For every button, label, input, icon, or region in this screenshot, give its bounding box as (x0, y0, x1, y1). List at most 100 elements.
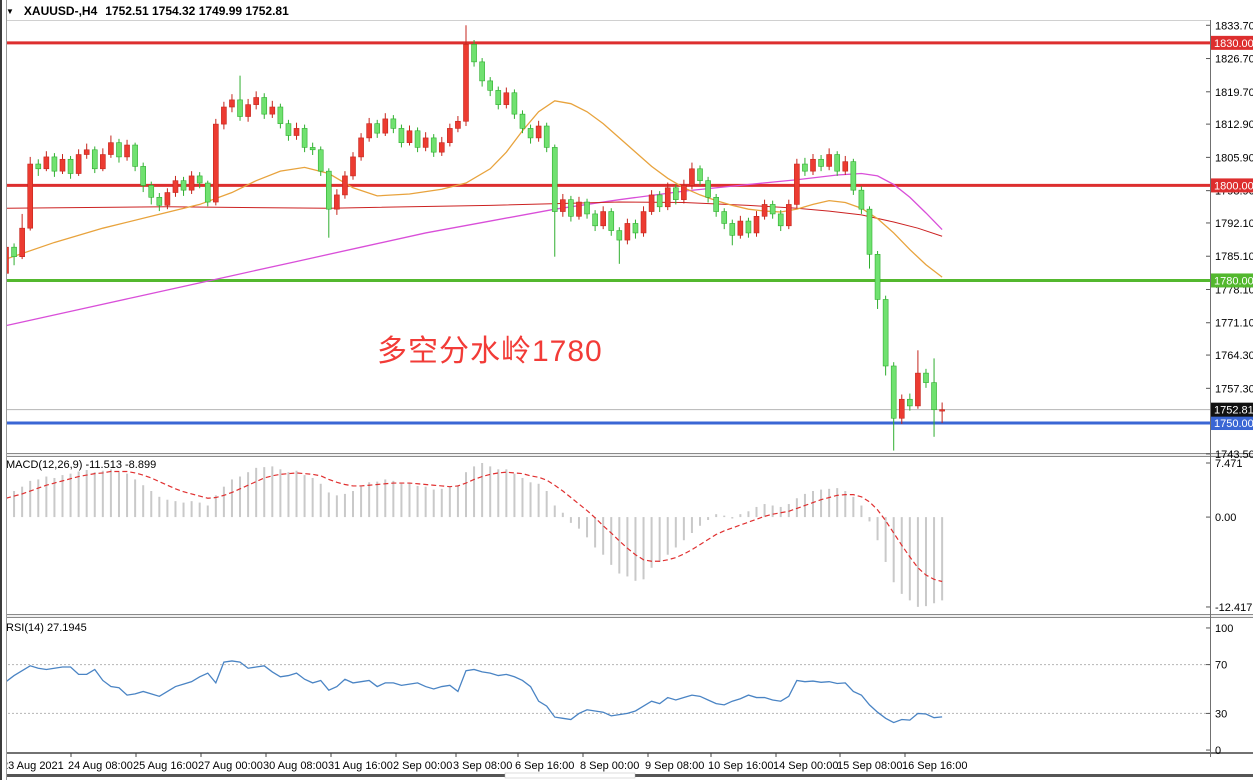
candle (664, 187, 671, 208)
candle (237, 99, 243, 117)
candle (882, 299, 889, 367)
svg-text:1826.70: 1826.70 (1215, 54, 1253, 66)
candle (414, 130, 421, 148)
macd-axis[interactable]: 7.471 0.00 -12.417 (1206, 458, 1252, 614)
candle (810, 158, 816, 172)
candle (253, 97, 259, 105)
candle (600, 211, 606, 227)
ma-slow-magenta-line (5, 172, 943, 327)
candle (866, 208, 873, 255)
candle (487, 80, 494, 91)
horizontal-scrollbar[interactable] (0, 772, 1253, 779)
candle (874, 254, 881, 300)
candle (269, 106, 276, 115)
candle (196, 175, 203, 184)
candle (898, 398, 905, 419)
symbol-dropdown-icon[interactable]: ▼ (6, 6, 14, 16)
candle (140, 166, 146, 186)
svg-text:14 Sep 00:00: 14 Sep 00:00 (773, 760, 838, 772)
candle (382, 118, 389, 134)
candle (75, 154, 82, 174)
chart-text-annotation: 多空分水岭1780 (377, 335, 603, 368)
candle (608, 211, 615, 231)
candle (156, 196, 163, 206)
svg-text:1750.00: 1750.00 (1214, 418, 1253, 430)
svg-text:9 Sep 08:00: 9 Sep 08:00 (645, 760, 704, 772)
candle (148, 185, 155, 198)
candle (164, 192, 171, 206)
rsi-panel (0, 660, 1210, 724)
candle (43, 156, 50, 170)
svg-text:6 Sep 16:00: 6 Sep 16:00 (515, 760, 574, 772)
candle (301, 128, 308, 148)
ohlc-readout: 1752.51 1754.32 1749.99 1752.81 (105, 4, 289, 18)
candle (366, 123, 372, 139)
price-level-badge (1211, 178, 1253, 193)
candle (83, 149, 90, 155)
svg-text:1757.30: 1757.30 (1215, 383, 1253, 395)
candle (503, 92, 510, 105)
candle (640, 211, 647, 234)
candle (293, 128, 300, 136)
svg-text:1764.30: 1764.30 (1215, 350, 1253, 362)
rsi-axis[interactable]: 100 70 30 0 (1206, 623, 1233, 757)
svg-text:10 Sep 16:00: 10 Sep 16:00 (708, 760, 773, 772)
candlesticks (3, 25, 945, 451)
svg-text:1785.10: 1785.10 (1215, 251, 1253, 263)
svg-text:27 Aug 00:00: 27 Aug 00:00 (198, 760, 263, 772)
symbol-period-label: XAUUSD-,H4 (23, 4, 98, 18)
candle (616, 230, 623, 241)
candle (59, 158, 66, 172)
candle (519, 113, 526, 129)
candle (27, 163, 34, 229)
candle (325, 170, 332, 210)
svg-text:1771.10: 1771.10 (1215, 318, 1253, 330)
macd-panel (5, 462, 944, 607)
candle (907, 398, 913, 407)
time-axis[interactable]: 23 Aug 2021 24 Aug 08:00 25 Aug 16:00 27 Au… (2, 753, 967, 772)
svg-text:0: 0 (1215, 745, 1221, 757)
candle (358, 137, 364, 158)
candle (19, 227, 25, 257)
price-level-badge (1211, 35, 1253, 50)
candle (213, 123, 219, 203)
svg-text:1800.00: 1800.00 (1214, 180, 1253, 192)
ma-fast-orange-line (5, 100, 943, 278)
candle (802, 163, 808, 172)
candle (100, 154, 106, 170)
scrollbar-thumb[interactable] (504, 772, 636, 779)
candle (656, 194, 663, 208)
candle (769, 204, 776, 215)
svg-text:30: 30 (1215, 708, 1227, 720)
candle (681, 185, 687, 200)
candle (673, 187, 679, 200)
candle (777, 213, 784, 227)
candle (422, 137, 429, 148)
candle (535, 125, 542, 139)
candle (495, 90, 502, 105)
svg-text:25 Aug 16:00: 25 Aug 16:00 (133, 760, 198, 772)
candle (277, 106, 284, 124)
candle (285, 123, 292, 136)
candle (923, 372, 929, 383)
candle (309, 147, 316, 151)
price-axis[interactable]: 1833.701826.701819.701812.901805.901798.… (1206, 20, 1253, 461)
macd-indicator-label: MACD(12,26,9) -11.513 -8.899 (6, 459, 157, 471)
candle (204, 182, 211, 203)
candle (116, 142, 122, 158)
svg-text:1805.90: 1805.90 (1215, 152, 1253, 164)
price-level-badge (1211, 402, 1253, 417)
svg-text:1792.10: 1792.10 (1215, 218, 1253, 230)
svg-text:30 Aug 08:00: 30 Aug 08:00 (263, 760, 328, 772)
svg-text:7.471: 7.471 (1215, 458, 1243, 470)
horizontal-level-lines[interactable] (0, 41, 1210, 425)
candle (785, 204, 792, 227)
window-left-border (0, 0, 7, 780)
svg-text:8 Sep 00:00: 8 Sep 00:00 (580, 760, 639, 772)
candle (543, 125, 550, 148)
candle (430, 137, 437, 153)
candle (584, 201, 590, 215)
candle (576, 201, 582, 217)
